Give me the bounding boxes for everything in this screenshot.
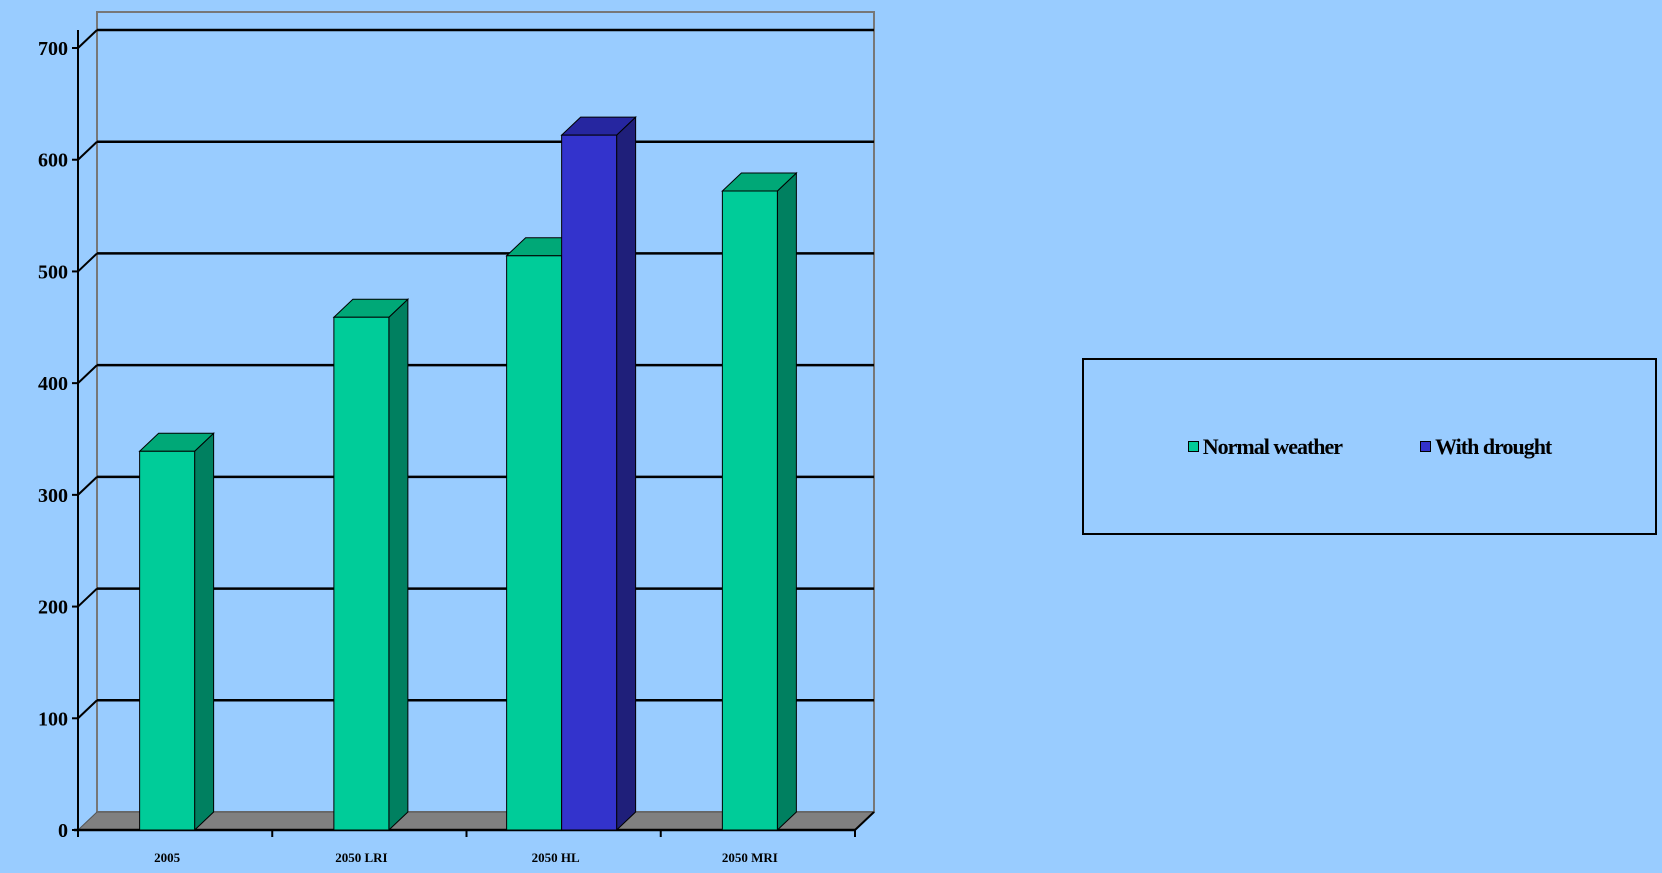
y-tick-label: 700 bbox=[38, 38, 68, 60]
y-tick-label: 600 bbox=[38, 150, 68, 172]
gridline-side bbox=[77, 699, 98, 720]
bar-side bbox=[616, 115, 637, 832]
legend-entry-with-drought: With drought bbox=[1420, 433, 1552, 460]
x-tick-label: 2050 LRI bbox=[335, 850, 387, 865]
y-tick-label: 400 bbox=[38, 373, 68, 395]
x-tick-label: 2005 bbox=[154, 850, 181, 865]
legend-label-with-drought: With drought bbox=[1435, 433, 1552, 459]
bar-side bbox=[388, 298, 409, 832]
gridline-side bbox=[77, 140, 98, 161]
bar-front bbox=[721, 190, 778, 831]
bar-normal-weather-2050-lri bbox=[332, 298, 410, 832]
legend-label-normal-weather: Normal weather bbox=[1202, 433, 1343, 459]
gridline-side bbox=[77, 364, 98, 384]
x-tick-label: 2050 HL bbox=[532, 850, 580, 865]
bar-front bbox=[506, 255, 563, 831]
legend-swatch-with-drought bbox=[1420, 441, 1432, 452]
gridline-side bbox=[77, 476, 98, 496]
legend: Normal weather With drought bbox=[1082, 358, 1657, 535]
bar-normal-weather-2050-mri bbox=[721, 171, 798, 832]
bar-with-drought-2050-hl bbox=[560, 115, 637, 832]
gridline-side bbox=[77, 252, 98, 273]
bar-chart: 0 100 200 300 400 500 600 700 2005 2050 LRI 2050 H… bbox=[38, 11, 876, 865]
gridline-side bbox=[77, 587, 98, 608]
bar-front bbox=[333, 316, 390, 831]
bar-side bbox=[776, 171, 797, 832]
bar-normal-weather-2005 bbox=[138, 432, 215, 832]
legend-swatch-normal-weather bbox=[1187, 441, 1199, 452]
y-tick-label: 500 bbox=[38, 261, 68, 283]
x-axis-depth-line bbox=[854, 811, 875, 831]
y-tick-label: 100 bbox=[38, 708, 68, 730]
y-tick-label: 200 bbox=[38, 597, 68, 619]
gridline-side bbox=[77, 29, 98, 49]
y-tick-label: 0 bbox=[58, 820, 68, 842]
legend-entry-normal-weather: Normal weather bbox=[1187, 433, 1343, 460]
bar-side bbox=[194, 432, 215, 832]
y-tick-label: 300 bbox=[38, 485, 68, 507]
bar-front bbox=[139, 450, 196, 831]
x-tick-label: 2050 MRI bbox=[722, 850, 778, 865]
bar-front bbox=[561, 134, 618, 831]
